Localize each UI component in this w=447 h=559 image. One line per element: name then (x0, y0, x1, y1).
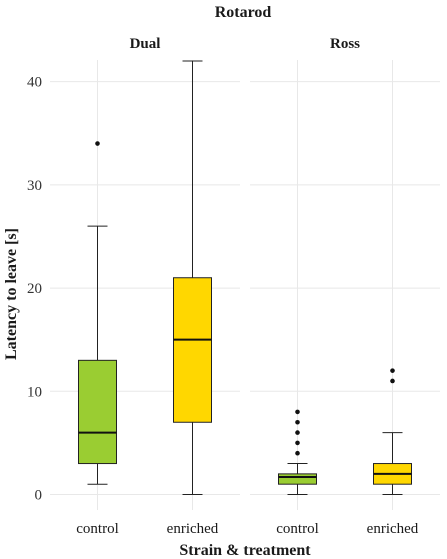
x-tick-label: control (276, 521, 319, 537)
y-tick-label: 40 (27, 75, 42, 91)
plot-area: Dual control enriched Ross control enriched 0 1… (27, 36, 440, 537)
facet-label-dual: Dual (130, 36, 161, 52)
x-axis-label: Strain & treatment (179, 542, 311, 559)
outlier-point (295, 450, 300, 456)
y-axis-label: Latency to leave [s] (3, 228, 20, 360)
y-tick-label: 10 (27, 384, 42, 400)
y-tick-label: 0 (35, 488, 43, 504)
box-dual-enriched (173, 277, 212, 423)
box-ross-control (278, 473, 317, 485)
outlier-point (295, 419, 300, 425)
outlier-point (295, 440, 300, 446)
chart-title: Rotarod (215, 4, 272, 21)
x-tick-label: control (76, 521, 119, 537)
x-tick-label: enriched (167, 521, 219, 537)
box-dual-control (78, 359, 117, 465)
x-tick-label: enriched (367, 521, 419, 537)
outlier-point (390, 368, 395, 373)
y-tick-label: 20 (27, 281, 42, 297)
outlier-point (390, 378, 395, 384)
y-tick-label: 30 (27, 178, 42, 194)
facet-label-ross: Ross (330, 36, 360, 52)
outlier-point (95, 141, 100, 146)
outlier-point (295, 430, 300, 435)
outlier-point (295, 409, 300, 415)
